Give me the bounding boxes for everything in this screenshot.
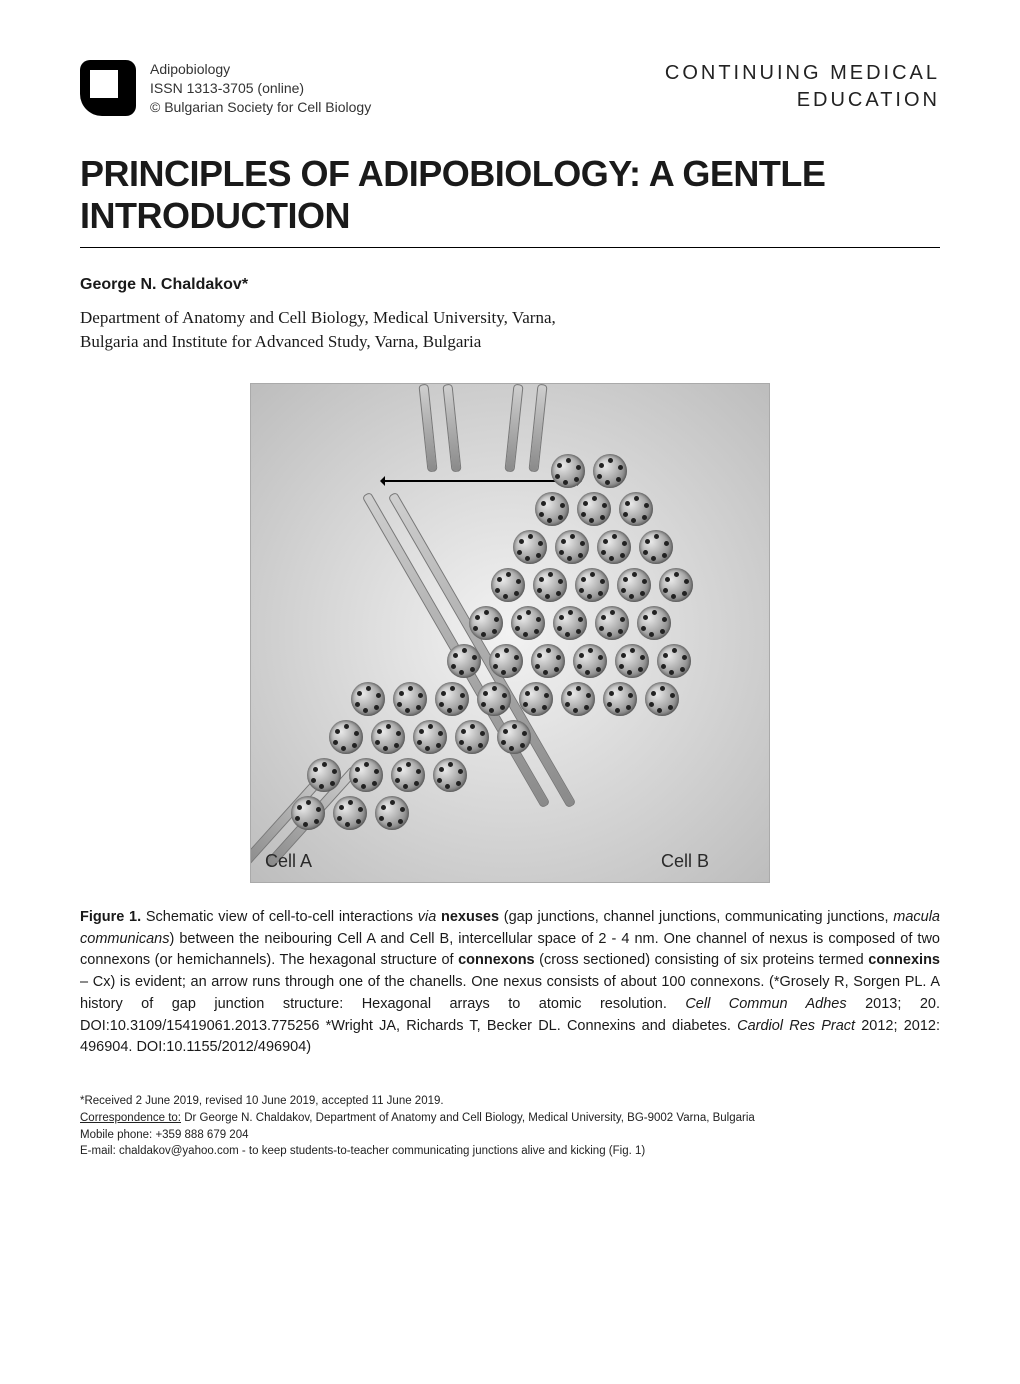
affiliation-line-2: Bulgaria and Institute for Advanced Stud… xyxy=(80,332,481,351)
received-line: *Received 2 June 2019, revised 10 June 2… xyxy=(80,1093,940,1110)
connexon-icon xyxy=(659,568,693,602)
connexon-icon xyxy=(637,606,671,640)
connexon-icon xyxy=(573,644,607,678)
title-rule xyxy=(80,247,940,248)
connexon-icon xyxy=(433,758,467,792)
connexon-icon xyxy=(555,530,589,564)
connexon-icon xyxy=(291,796,325,830)
connexon-icon xyxy=(497,720,531,754)
connexon-icon xyxy=(645,682,679,716)
connexon-icon xyxy=(469,606,503,640)
membrane-segment xyxy=(504,384,523,473)
connexon-icon xyxy=(307,758,341,792)
connexon-icon xyxy=(593,454,627,488)
connexon-icon xyxy=(519,682,553,716)
figure-wrap: Cell A Cell B xyxy=(80,383,940,883)
author-name: George N. Chaldakov* xyxy=(80,276,940,294)
membrane-segment xyxy=(418,384,437,473)
connexon-icon xyxy=(535,492,569,526)
connexon-icon xyxy=(329,720,363,754)
section-line-2: EDUCATION xyxy=(665,87,940,114)
connexon-icon xyxy=(435,682,469,716)
connexon-icon xyxy=(491,568,525,602)
figure-1-caption: Figure 1. Schematic view of cell-to-cell… xyxy=(80,907,940,1059)
section-label: CONTINUING MEDICAL EDUCATION xyxy=(665,60,940,114)
membrane-segment xyxy=(442,384,461,473)
journal-name: Adipobiology xyxy=(150,60,371,79)
correspondence-line: Correspondence to: Dr George N. Chaldako… xyxy=(80,1110,940,1127)
header-row: Adipobiology ISSN 1313-3705 (online) © B… xyxy=(80,60,940,117)
cell-b-label: Cell B xyxy=(661,851,709,872)
connexon-icon xyxy=(393,682,427,716)
connexon-icon xyxy=(513,530,547,564)
connexon-icon xyxy=(351,682,385,716)
connexon-icon xyxy=(531,644,565,678)
connexon-icon xyxy=(657,644,691,678)
double-arrow-icon xyxy=(381,480,581,482)
journal-logo-icon xyxy=(80,60,136,116)
connexon-icon xyxy=(511,606,545,640)
affiliation-line-1: Department of Anatomy and Cell Biology, … xyxy=(80,308,556,327)
connexon-icon xyxy=(447,644,481,678)
connexon-icon xyxy=(371,720,405,754)
phone-line: Mobile phone: +359 888 679 204 xyxy=(80,1127,940,1144)
connexon-icon xyxy=(595,606,629,640)
connexon-icon xyxy=(561,682,595,716)
footer-block: *Received 2 June 2019, revised 10 June 2… xyxy=(80,1093,940,1160)
section-line-1: CONTINUING MEDICAL xyxy=(665,60,940,87)
affiliation: Department of Anatomy and Cell Biology, … xyxy=(80,306,700,355)
article-title: PRINCIPLES OF ADIPOBIOLOGY: A GENTLE INT… xyxy=(80,153,940,237)
connexon-icon xyxy=(455,720,489,754)
connexon-icon xyxy=(391,758,425,792)
connexon-icon xyxy=(489,644,523,678)
logo-block: Adipobiology ISSN 1313-3705 (online) © B… xyxy=(80,60,371,117)
connexon-icon xyxy=(615,644,649,678)
connexon-icon xyxy=(477,682,511,716)
caption-lead: Figure 1. xyxy=(80,909,141,925)
copyright-line: © Bulgarian Society for Cell Biology xyxy=(150,98,371,117)
cell-a-label: Cell A xyxy=(265,851,312,872)
membrane-segment xyxy=(528,384,547,473)
connexon-icon xyxy=(597,530,631,564)
connexon-icon xyxy=(413,720,447,754)
connexon-icon xyxy=(603,682,637,716)
connexon-icon xyxy=(639,530,673,564)
connexon-icon xyxy=(619,492,653,526)
connexon-icon xyxy=(333,796,367,830)
connexon-icon xyxy=(349,758,383,792)
figure-1-image: Cell A Cell B xyxy=(250,383,770,883)
connexon-icon xyxy=(575,568,609,602)
connexon-icon xyxy=(375,796,409,830)
connexon-icon xyxy=(533,568,567,602)
email-line: E-mail: chaldakov@yahoo.com - to keep st… xyxy=(80,1143,940,1160)
journal-meta: Adipobiology ISSN 1313-3705 (online) © B… xyxy=(150,60,371,117)
connexon-icon xyxy=(551,454,585,488)
connexon-icon xyxy=(577,492,611,526)
connexon-icon xyxy=(553,606,587,640)
issn-line: ISSN 1313-3705 (online) xyxy=(150,79,371,98)
connexon-icon xyxy=(617,568,651,602)
